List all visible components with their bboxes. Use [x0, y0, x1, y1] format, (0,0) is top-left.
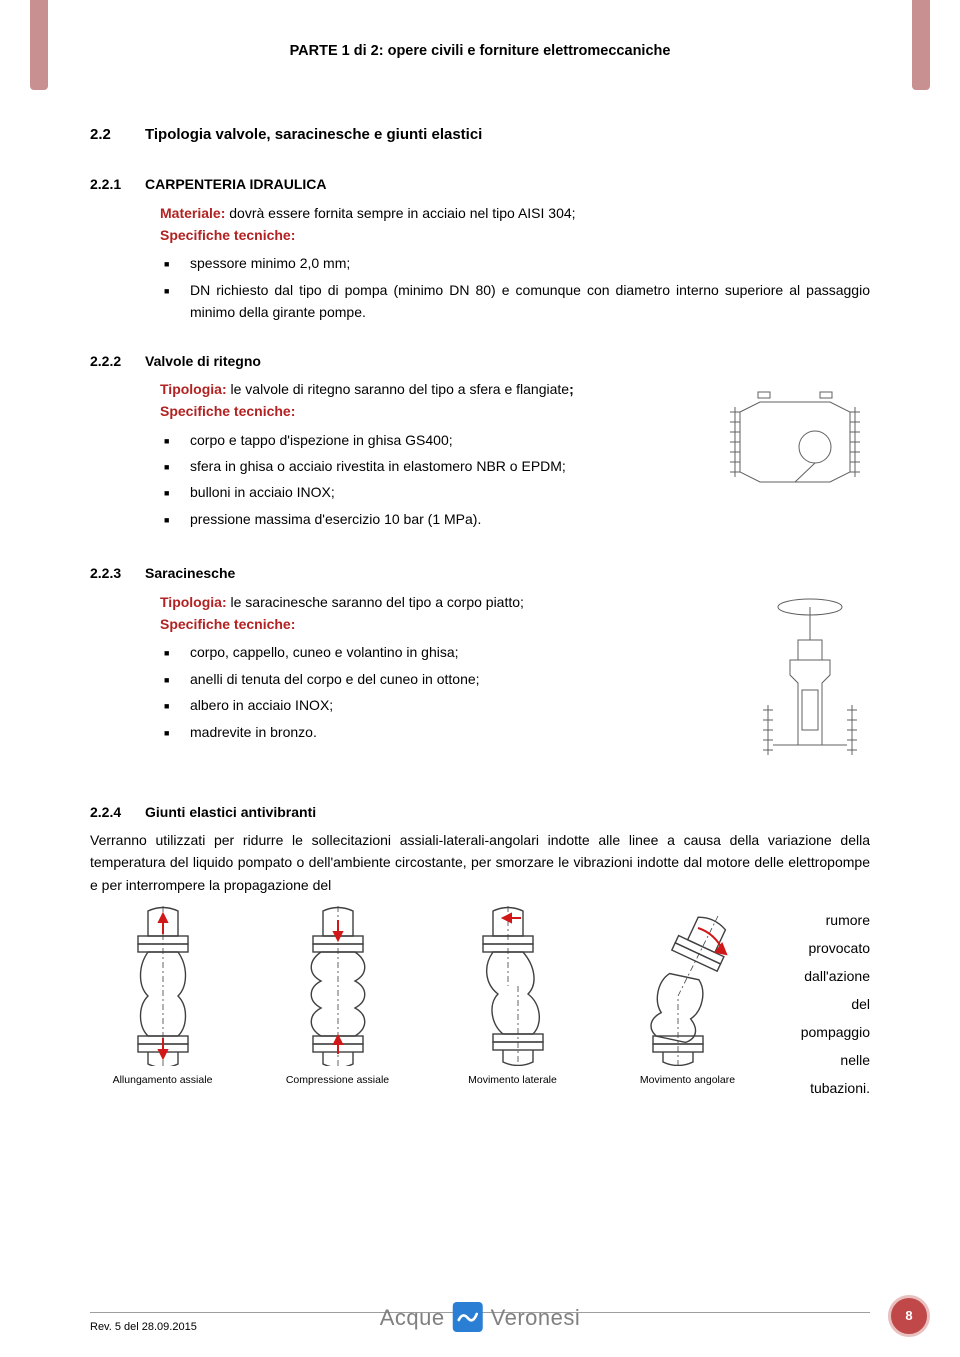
heading-num: 2.2.3	[90, 562, 145, 584]
rt2: dall'azione	[804, 968, 870, 984]
heading-text: Saracinesche	[145, 565, 235, 581]
caption: Movimento laterale	[440, 1072, 585, 1089]
tipologia-text: le valvole di ritegno saranno del tipo a…	[227, 381, 569, 397]
tipologia-text: le saracinesche saranno del tipo a corpo…	[227, 594, 524, 610]
wave-icon	[453, 1302, 483, 1332]
materiale-text: dovrà essere fornita sempre in acciaio n…	[225, 205, 575, 221]
heading-num: 2.2	[90, 123, 145, 147]
list-item: pressione massima d'esercizio 10 bar (1 …	[186, 508, 870, 530]
list-item: DN richiesto dal tipo di pompa (minimo D…	[186, 279, 870, 324]
page-title: PARTE 1 di 2: opere civili e forniture e…	[90, 40, 870, 63]
figure-angolare: Movimento angolare	[615, 906, 760, 1089]
page-content: PARTE 1 di 2: opere civili e forniture e…	[90, 40, 870, 1277]
heading-text: CARPENTERIA IDRAULICA	[145, 176, 326, 192]
logo-text-right: Veronesi	[491, 1300, 581, 1335]
list-item: corpo, cappello, cuneo e volantino in gh…	[186, 641, 870, 663]
list-item: spessore minimo 2,0 mm;	[186, 252, 870, 274]
page-number-badge: 8	[888, 1295, 930, 1337]
page-number: 8	[905, 1306, 912, 1327]
rt1: provocato	[809, 940, 870, 956]
spec-list-221: spessore minimo 2,0 mm; DN richiesto dal…	[160, 252, 870, 323]
heading-2-2: 2.2Tipologia valvole, saracinesche e giu…	[90, 123, 870, 147]
list-item: anelli di tenuta del corpo e del cuneo i…	[186, 668, 870, 690]
heading-num: 2.2.2	[90, 350, 145, 372]
tipologia-label: Tipologia:	[160, 381, 227, 397]
rt5: nelle	[840, 1052, 870, 1068]
heading-num: 2.2.4	[90, 801, 145, 823]
heading-text: Tipologia valvole, saracinesche e giunti…	[145, 126, 482, 143]
figure-compressione: Compressione assiale	[265, 906, 410, 1089]
page-footer: Rev. 5 del 28.09.2015 Acque Veronesi	[90, 1312, 870, 1337]
logo-text-left: Acque	[380, 1300, 445, 1335]
rt3: del	[851, 996, 870, 1012]
list-item: madrevite in bronzo.	[186, 721, 870, 743]
tipologia-suffix: ;	[569, 381, 574, 397]
rt0: rumore	[826, 912, 870, 928]
tipologia-label: Tipologia:	[160, 594, 227, 610]
giunti-figures-row: Allungamento assiale	[90, 906, 760, 1089]
figure-laterale: Movimento laterale	[440, 906, 585, 1089]
list-item: albero in acciaio INOX;	[186, 694, 870, 716]
heading-2-2-3: 2.2.3Saracinesche	[90, 562, 870, 584]
figure-allungamento: Allungamento assiale	[90, 906, 235, 1089]
rt4: pompaggio	[801, 1024, 870, 1040]
heading-text: Valvole di ritegno	[145, 353, 261, 369]
heading-2-2-2: 2.2.2Valvole di ritegno	[90, 350, 870, 372]
caption: Movimento angolare	[615, 1072, 760, 1089]
rt6: tubazioni.	[810, 1080, 870, 1096]
caption: Allungamento assiale	[90, 1072, 235, 1089]
giunti-right-text: rumore provocato dall'azione del pompagg…	[760, 906, 870, 1102]
materiale-label: Materiale:	[160, 205, 225, 221]
heading-text: Giunti elastici antivibranti	[145, 804, 316, 820]
right-margin-bar	[912, 0, 930, 90]
materiale-line: Materiale: dovrà essere fornita sempre i…	[160, 202, 870, 224]
spec-label: Specifiche tecniche:	[160, 224, 870, 246]
heading-2-2-1: 2.2.1CARPENTERIA IDRAULICA	[90, 173, 870, 195]
giunti-paragraph: Verranno utilizzati per ridurre le solle…	[90, 829, 870, 896]
list-item: bulloni in acciaio INOX;	[186, 481, 870, 503]
heading-num: 2.2.1	[90, 173, 145, 195]
list-item: corpo e tappo d'ispezione in ghisa GS400…	[186, 429, 870, 451]
heading-2-2-4: 2.2.4Giunti elastici antivibranti	[90, 801, 870, 823]
list-item: sfera in ghisa o acciaio rivestita in el…	[186, 455, 870, 477]
left-margin-bar	[30, 0, 48, 90]
caption: Compressione assiale	[265, 1072, 410, 1089]
footer-logo: Acque Veronesi	[380, 1300, 581, 1335]
